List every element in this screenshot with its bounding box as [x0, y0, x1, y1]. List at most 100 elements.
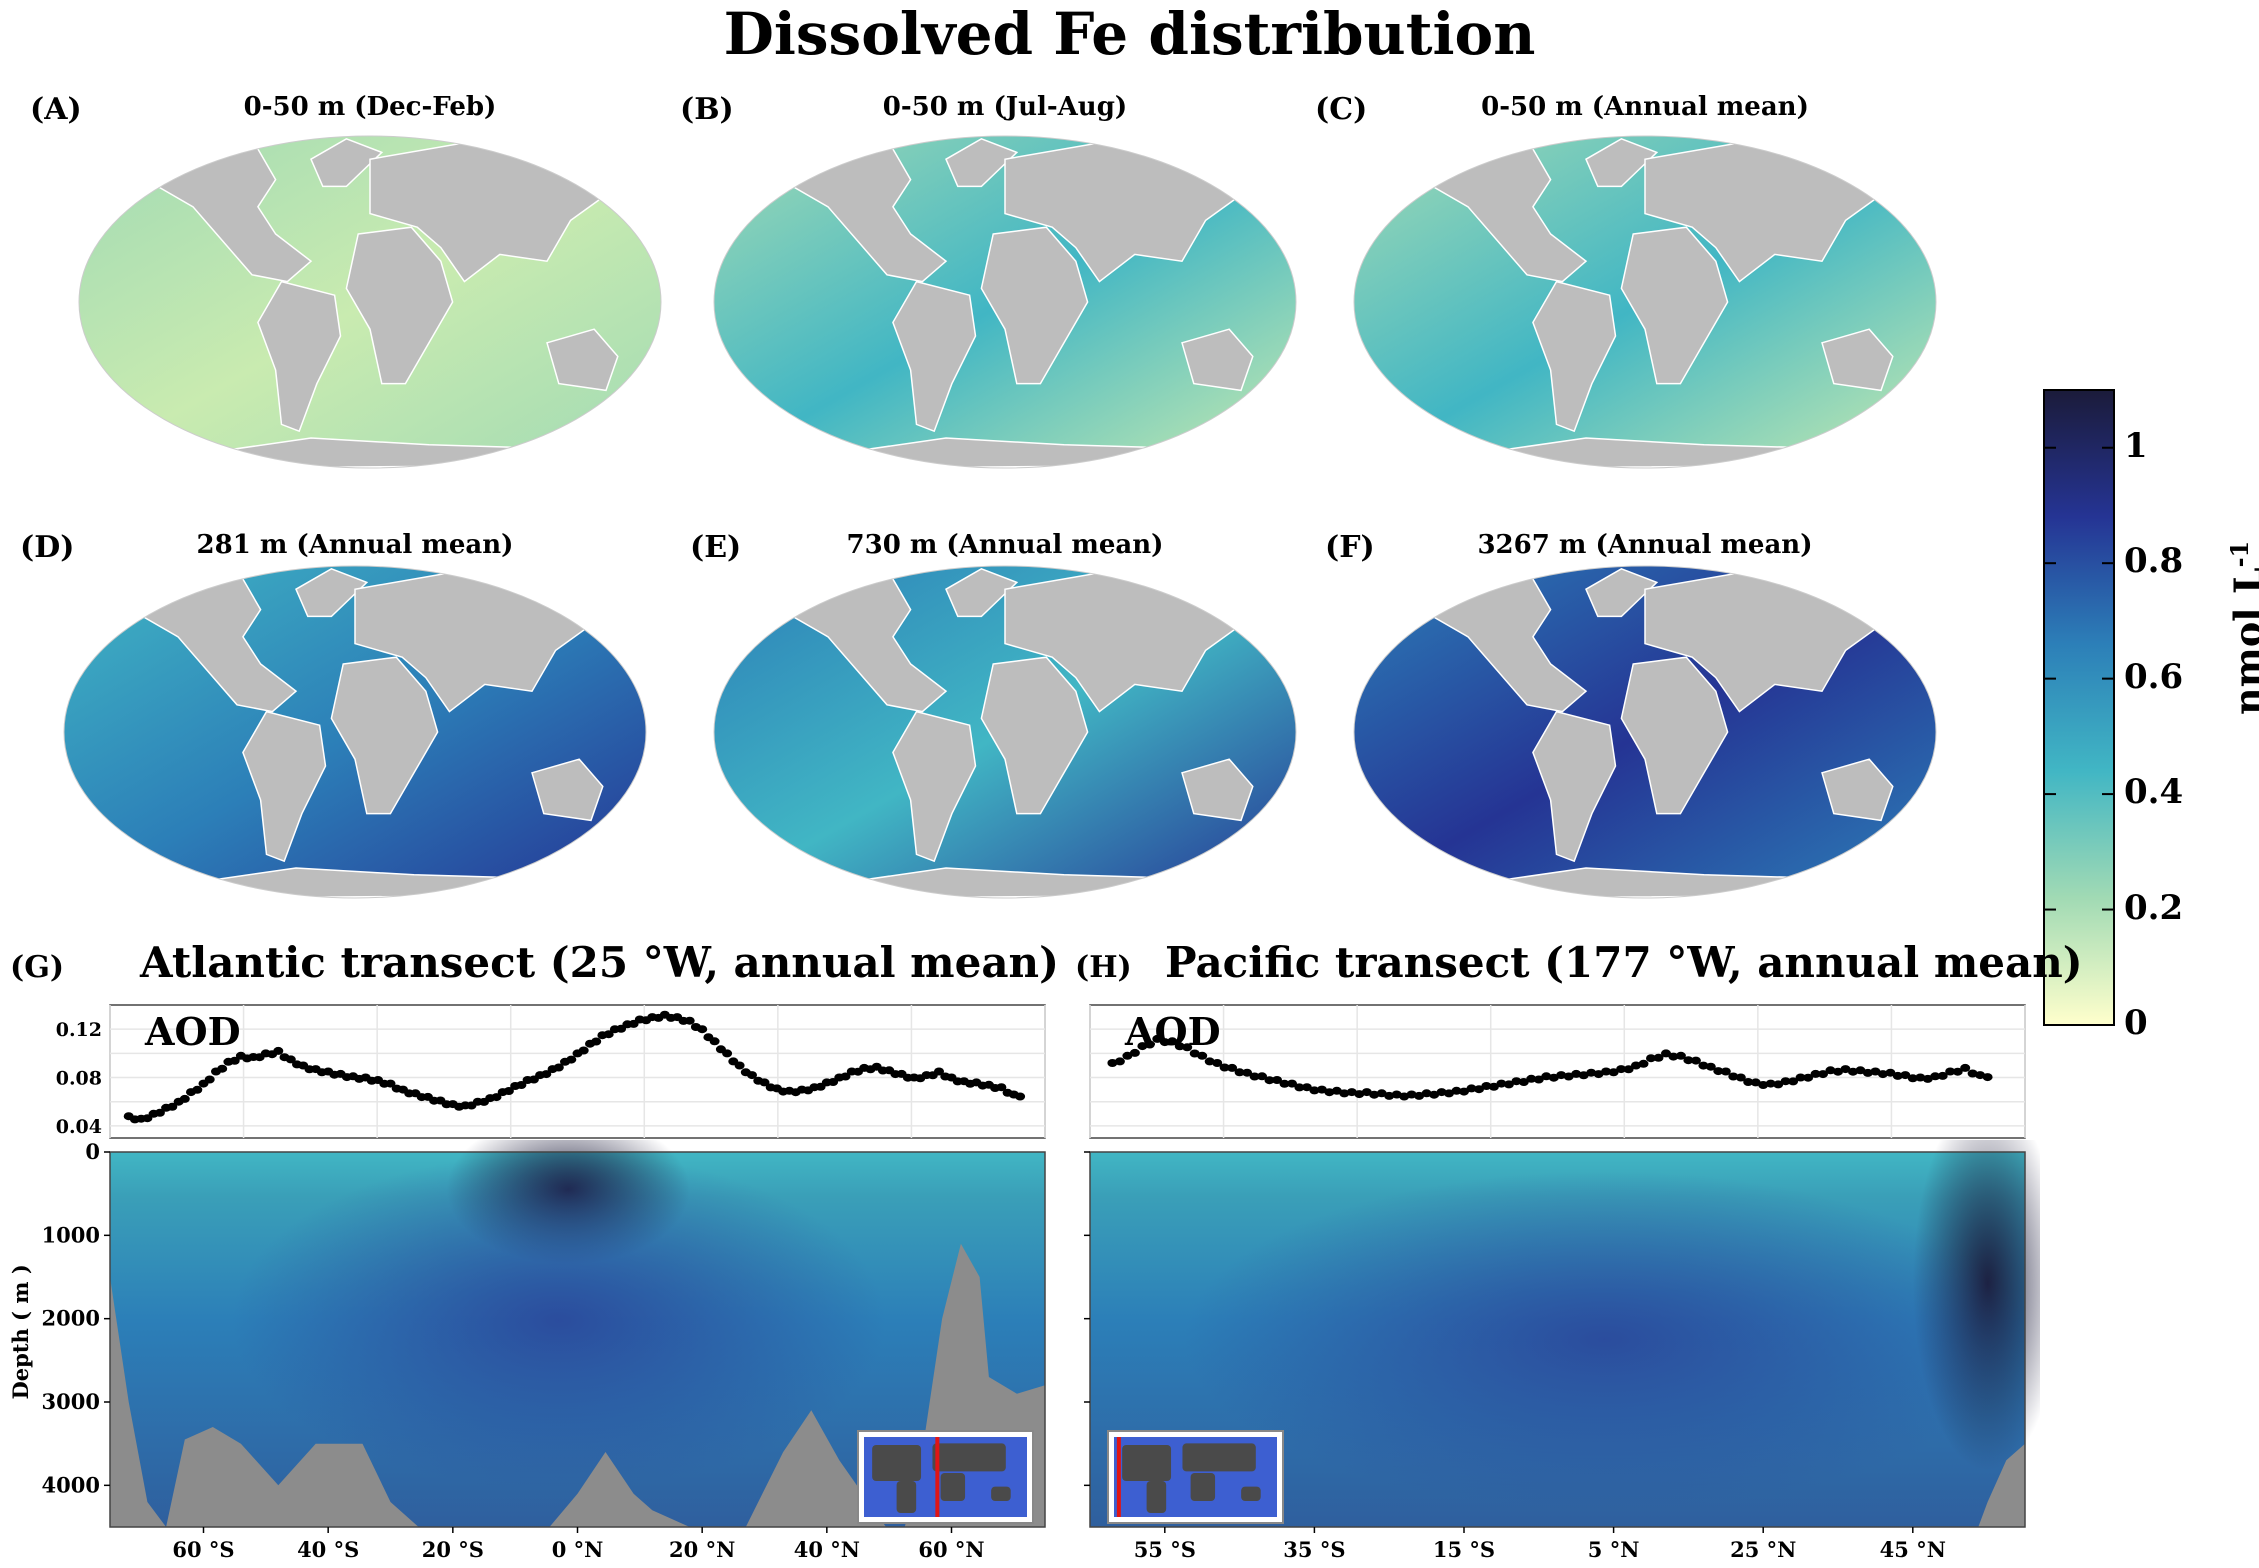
aod-point [566, 1055, 577, 1064]
aod-point [516, 1081, 527, 1089]
continent [1181, 328, 1254, 392]
world-map [1353, 135, 1937, 469]
aod-point [840, 1072, 851, 1081]
aod-point [1930, 1072, 1941, 1081]
latitude-tick: 5 °N [1588, 1537, 1640, 1562]
colorbar-gradient [2043, 389, 2115, 1026]
aod-point [1294, 1083, 1305, 1092]
aod-point [1982, 1073, 1993, 1082]
aod-point [1204, 1057, 1215, 1066]
pacific-aod-plot: AOD [1089, 1004, 2026, 1139]
aod-point [591, 1037, 602, 1046]
aod-point [1758, 1081, 1769, 1089]
aod-point [684, 1016, 695, 1025]
aod-point [934, 1067, 944, 1076]
atlantic-aod-plot: AOD 0.12 0.08 0.04 [56, 1004, 1046, 1139]
aod-point [1414, 1091, 1425, 1100]
panel-label-g: (G) [10, 950, 65, 985]
latitude-tick: 45 °N [1880, 1537, 1946, 1562]
aod-point [1885, 1068, 1896, 1077]
aod-point [1533, 1075, 1544, 1084]
panel-label: (A) [30, 92, 82, 127]
aod-point [1653, 1053, 1664, 1062]
colorbar-label: nmol L-1 [2225, 540, 2259, 715]
continent [1532, 710, 1617, 863]
colorbar-tick: 0 [2124, 1003, 2148, 1043]
aod-point [1735, 1073, 1746, 1082]
latitude-tick: 60 °S [172, 1537, 234, 1562]
aod-point [759, 1078, 770, 1087]
aod-point [541, 1070, 552, 1079]
continent [892, 280, 977, 433]
aod-point [1773, 1080, 1784, 1089]
aod-point [1301, 1083, 1312, 1092]
continent [1181, 758, 1254, 822]
latitude-tick: 40 °S [297, 1537, 359, 1562]
aod-point [1174, 1042, 1185, 1051]
aod-point [1444, 1089, 1454, 1098]
aod-point [996, 1083, 1007, 1092]
panel-label: (C) [1315, 92, 1368, 127]
aod-point [1167, 1037, 1178, 1046]
continent [345, 226, 454, 385]
panel-label: (E) [690, 530, 742, 565]
aod-point [1840, 1065, 1851, 1074]
aod-point [1197, 1051, 1208, 1060]
colorbar [2043, 389, 2115, 1026]
aod-point [1675, 1051, 1686, 1060]
latitude-tick: 35 °S [1283, 1537, 1345, 1562]
aod-point [217, 1064, 228, 1073]
aod-point [553, 1063, 564, 1072]
continent [892, 710, 977, 863]
continent [531, 758, 604, 822]
continent [546, 328, 619, 392]
aod-point [697, 1025, 708, 1034]
aod-point [1384, 1091, 1395, 1100]
depth-tick: 2000 [42, 1306, 100, 1331]
aod-point [1015, 1092, 1026, 1101]
aod-point [1788, 1077, 1799, 1086]
aod-point [154, 1108, 165, 1117]
continent [1532, 280, 1617, 433]
panel-label: (B) [680, 92, 734, 127]
aod-point [179, 1094, 190, 1103]
aod-point [1952, 1067, 1963, 1076]
aod-point [1900, 1071, 1911, 1080]
aod-point [1376, 1089, 1387, 1098]
aod-point [1705, 1062, 1716, 1071]
aod-point [1593, 1070, 1604, 1079]
continent [1821, 328, 1894, 392]
aod-point [1257, 1072, 1267, 1081]
aod-point [1369, 1090, 1380, 1099]
continent [295, 567, 369, 618]
aod-point [734, 1061, 745, 1070]
aod-point [204, 1075, 215, 1084]
continent [1821, 758, 1894, 822]
aod-y-tick: 0.08 [56, 1068, 102, 1090]
aod-point [1488, 1082, 1499, 1091]
aod-point [1144, 1040, 1155, 1049]
aod-point [1870, 1067, 1881, 1076]
aod-point [1728, 1072, 1739, 1081]
aod-point [1795, 1073, 1806, 1082]
aod-point [747, 1071, 757, 1080]
seafloor-bathymetry [110, 1243, 1045, 1527]
aod-point [1713, 1067, 1724, 1076]
world-map [713, 135, 1297, 469]
aod-point [1631, 1061, 1641, 1070]
depth-axis-label: Depth ( m ) [8, 1264, 33, 1399]
aod-point [1661, 1049, 1671, 1058]
aod-point [1563, 1072, 1574, 1081]
aod-point [1608, 1068, 1619, 1077]
aod-point [1429, 1090, 1440, 1099]
latitude-tick: 15 °S [1433, 1537, 1495, 1562]
aod-point [1578, 1071, 1589, 1080]
continent [1620, 656, 1729, 815]
pacific-depth-section: 55 °S 35 °S 15 °S 5 °N 25 °N 45 °N [1084, 1140, 2040, 1562]
continent [945, 137, 1019, 188]
map-title: 0-50 m (Dec-Feb) [243, 92, 497, 122]
latitude-tick: 20 °N [669, 1537, 735, 1562]
aod-point [1182, 1043, 1193, 1052]
aod-point [1541, 1072, 1552, 1081]
aod-point [1242, 1068, 1253, 1077]
